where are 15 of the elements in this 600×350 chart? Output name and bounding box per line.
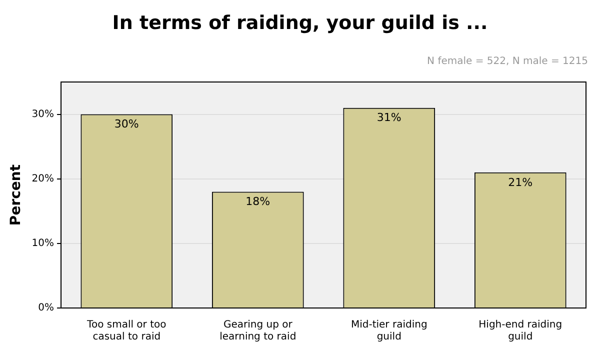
y-axis-title: Percent xyxy=(8,164,24,226)
data-label: 30% xyxy=(114,118,139,131)
y-tick-label: 20% xyxy=(32,173,54,184)
x-tick-label: Gearing up or learning to raid xyxy=(220,320,296,343)
y-tick-label: 30% xyxy=(32,108,54,120)
y-tick-label: 0% xyxy=(38,302,54,314)
x-tick-label: Mid-tier raiding guild xyxy=(350,320,428,343)
data-label: 21% xyxy=(508,176,533,189)
data-label: 31% xyxy=(376,111,402,124)
x-tick-label: Too small or too casual to raid xyxy=(86,320,166,343)
data-label: 18% xyxy=(246,195,270,208)
chart-title: In terms of raiding, your guild is ... xyxy=(111,12,489,34)
y-tick-label: 10% xyxy=(32,238,54,250)
text: N female = 522, N male = 1215 xyxy=(427,56,588,67)
x-tick-label: High-end raiding guild xyxy=(478,320,562,343)
